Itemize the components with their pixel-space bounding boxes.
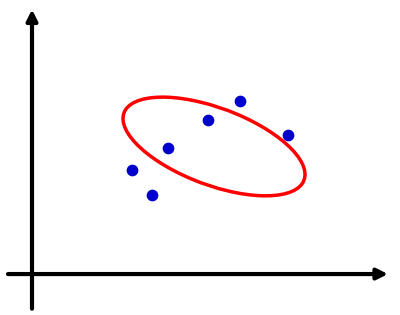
Point <box>165 146 171 151</box>
Point <box>129 168 135 173</box>
Point <box>237 98 243 103</box>
Point <box>149 193 155 198</box>
Point <box>205 117 211 122</box>
Point <box>285 133 291 138</box>
